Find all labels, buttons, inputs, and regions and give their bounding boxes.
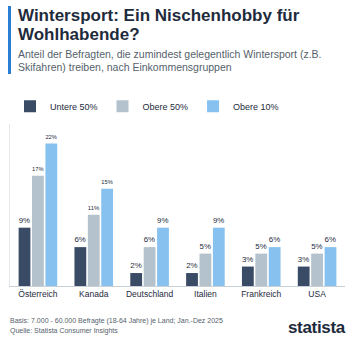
svg-text:6%: 6% — [325, 235, 336, 244]
svg-text:Frankreich: Frankreich — [241, 289, 281, 299]
svg-text:11%: 11% — [88, 205, 100, 211]
svg-text:Untere 50%: Untere 50% — [50, 102, 98, 112]
svg-text:Deutschland: Deutschland — [126, 289, 174, 299]
svg-text:5%: 5% — [311, 242, 322, 251]
svg-text:USA: USA — [308, 289, 326, 299]
html-text:Wintersport: Ein Nischenhobby: Wintersport: Ein Nischenhobby für Wohlha… — [18, 6, 300, 44]
html-text:Anteil der Befragten, die zumi: Anteil der Befragten, die zumindest gele… — [18, 48, 322, 73]
svg-text:22%: 22% — [45, 134, 56, 140]
svg-text:3%: 3% — [298, 255, 309, 264]
svg-text:Österreich: Österreich — [18, 289, 57, 299]
svg-text:3%: 3% — [242, 255, 253, 264]
svg-text:Kanada: Kanada — [79, 289, 109, 299]
html-text:statista: statista — [287, 318, 345, 337]
svg-text:5%: 5% — [255, 242, 266, 251]
svg-text:Obere 50%: Obere 50% — [143, 102, 189, 112]
svg-text:2%: 2% — [130, 261, 141, 270]
svg-text:9%: 9% — [19, 216, 30, 225]
svg-text:9%: 9% — [157, 216, 168, 225]
svg-text:5%: 5% — [200, 242, 211, 251]
html-text:Basis: 7.000 - 60.000 Befragte: Basis: 7.000 - 60.000 Befragte (18-64 Ja… — [10, 317, 223, 324]
html-text:Quelle: Statista Consumer Insi: Quelle: Statista Consumer Insights — [10, 327, 118, 334]
svg-text:Obere 10%: Obere 10% — [233, 102, 279, 112]
svg-text:Italien: Italien — [194, 289, 217, 299]
svg-text:15%: 15% — [101, 179, 112, 185]
svg-text:6%: 6% — [269, 235, 280, 244]
svg-text:17%: 17% — [32, 166, 43, 172]
svg-text:2%: 2% — [186, 261, 197, 270]
svg-text:6%: 6% — [74, 235, 85, 244]
svg-text:9%: 9% — [213, 216, 224, 225]
svg-text:6%: 6% — [144, 235, 155, 244]
